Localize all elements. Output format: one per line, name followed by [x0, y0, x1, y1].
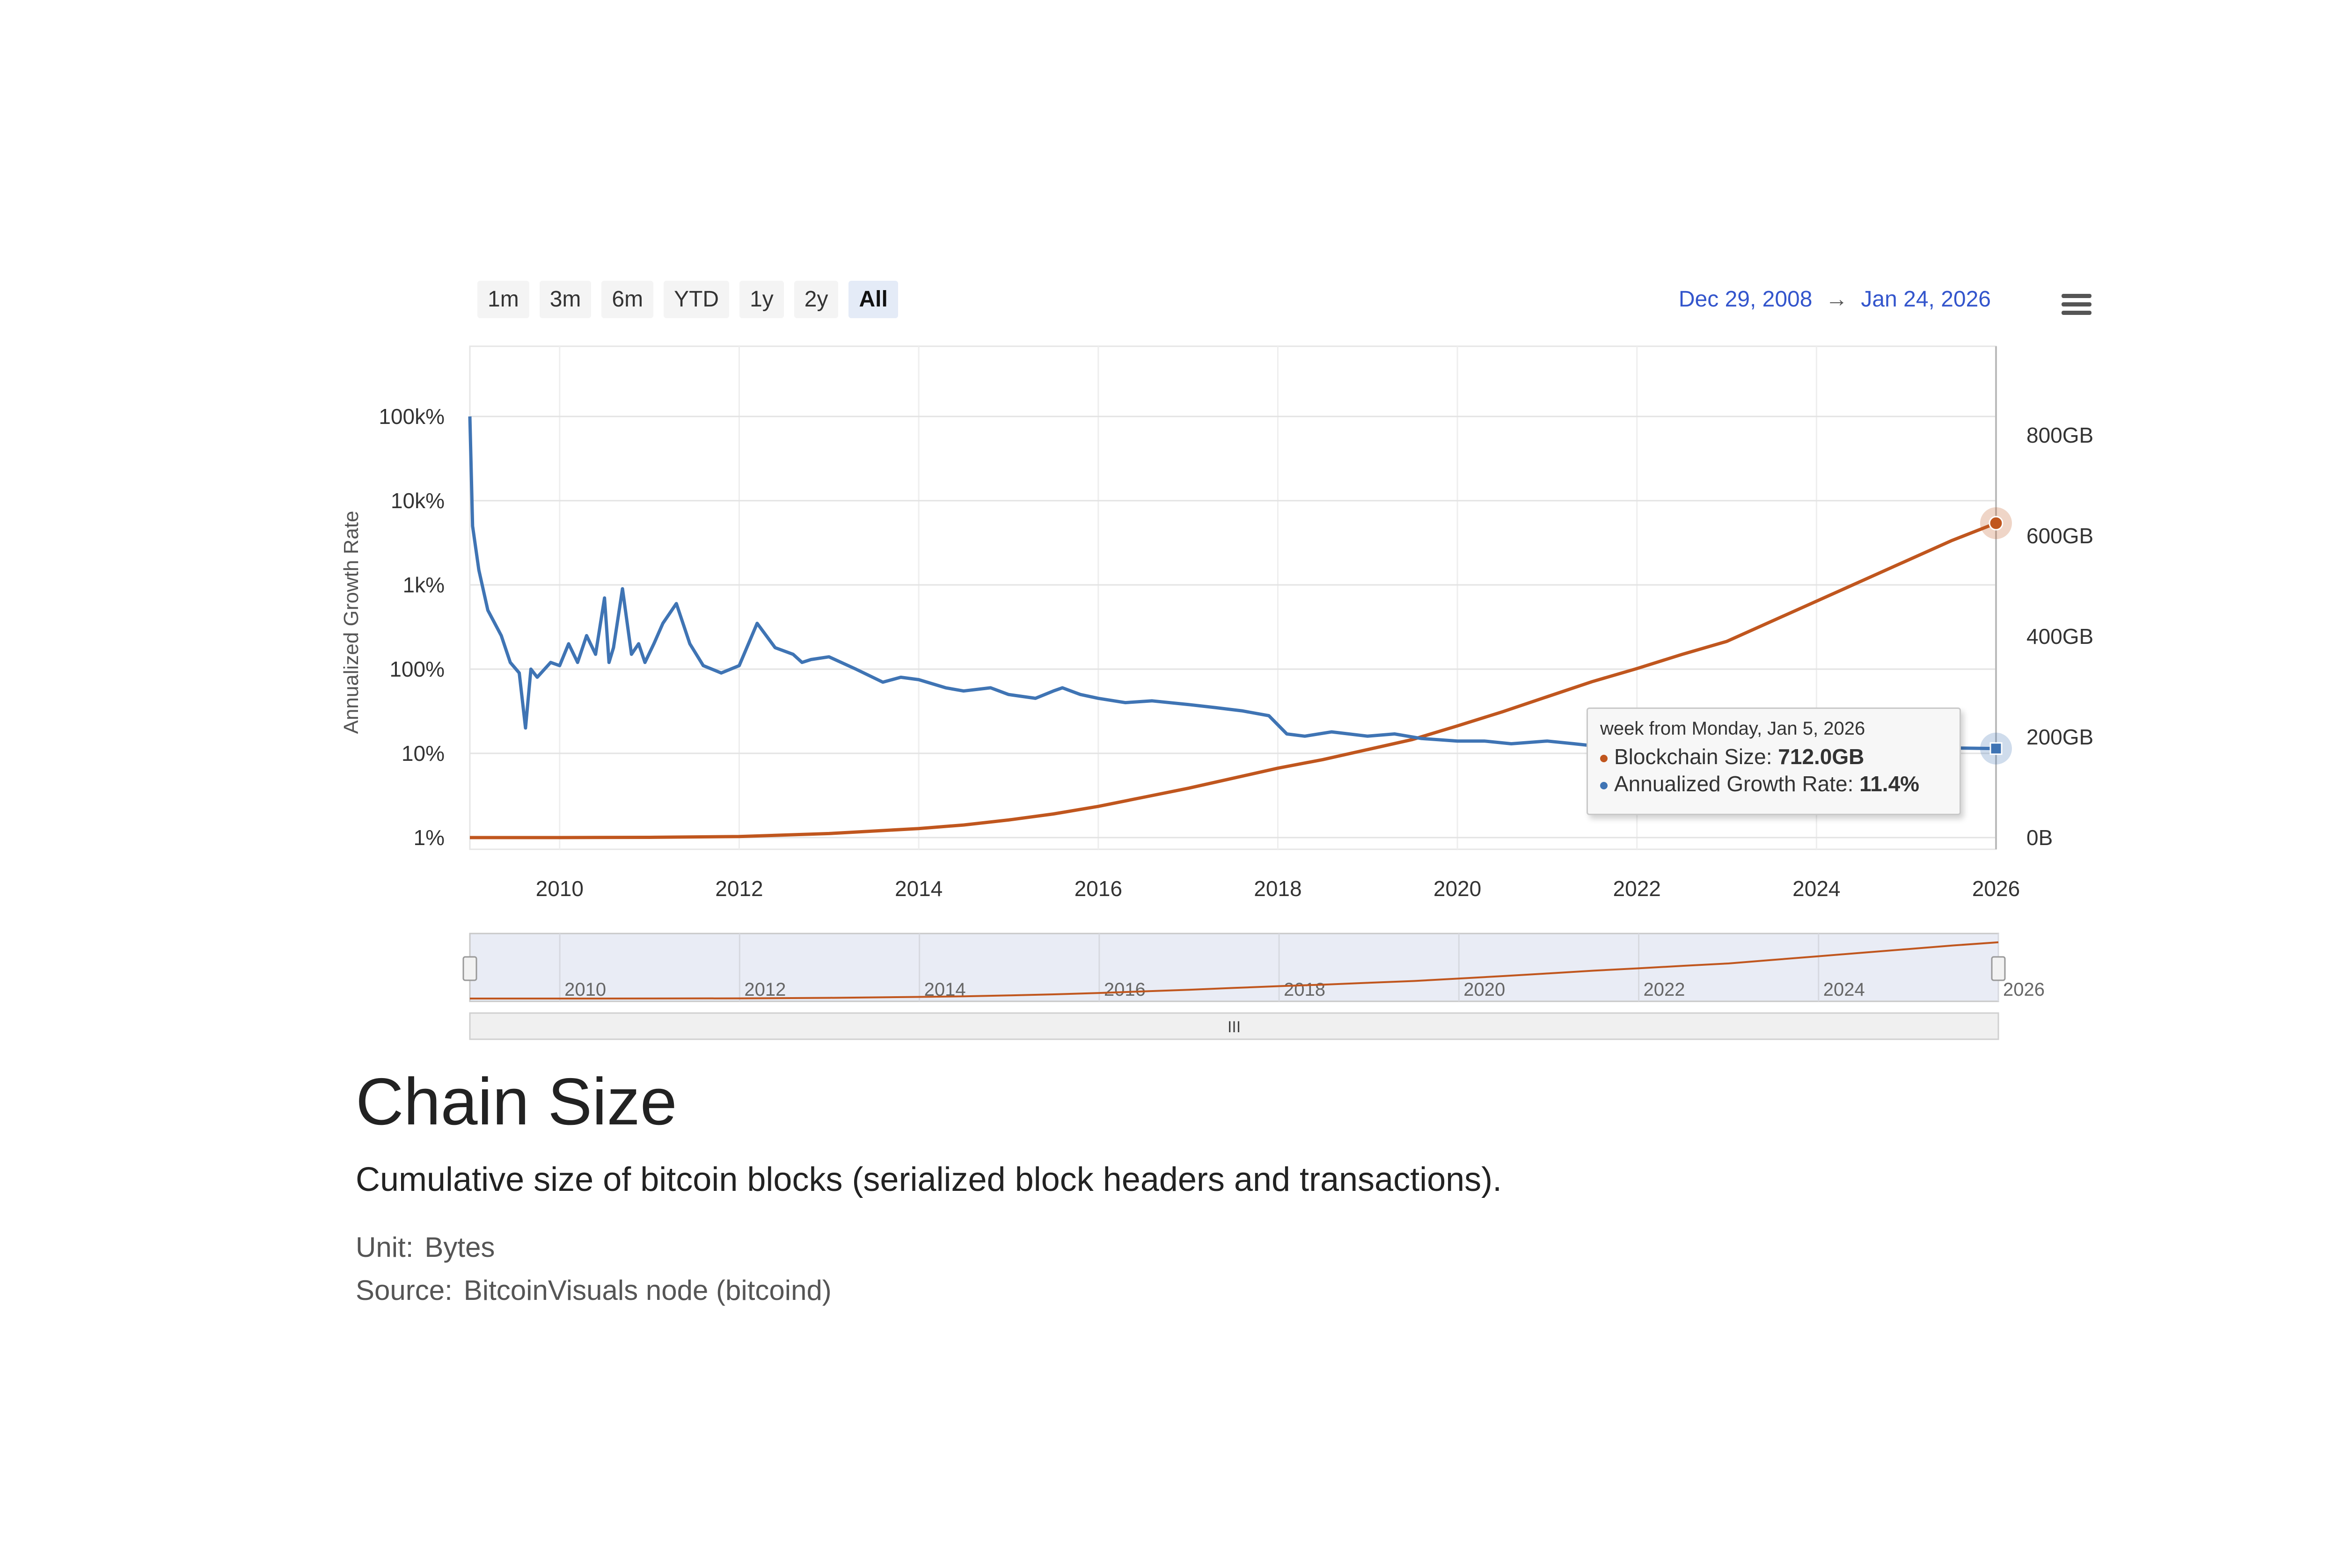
scrollbar-grip-icon: III: [1228, 1018, 1241, 1036]
x-tick-label: 2024: [1792, 876, 1840, 901]
hamburger-menu-icon[interactable]: [2062, 294, 2091, 317]
y-left-tick-label: 100k%: [379, 404, 445, 429]
x-tick-label: 2016: [1075, 876, 1122, 901]
unit-line: Unit: Bytes: [356, 1226, 1502, 1269]
y-right-tick-label: 600GB: [2026, 524, 2093, 548]
navigator-tick-label: 2016: [1104, 979, 1146, 1000]
date-range-to[interactable]: Jan 24, 2026: [1861, 287, 1991, 312]
y-left-axis-label: Annualized Growth Rate: [340, 511, 363, 734]
y-right-tick-label: 0B: [2026, 825, 2053, 850]
y-left-tick-label: 1%: [414, 825, 445, 850]
chart-container: 1m 3m 6m YTD 1y 2y All Dec 29, 2008 → Jan 24, …: [340, 281, 2093, 1040]
page-title: Chain Size: [356, 1065, 677, 1139]
x-tick-label: 2026: [1972, 876, 2020, 901]
growth-series-dot-icon: [1600, 781, 1608, 789]
tooltip-growth-value: 11.4%: [1859, 772, 1920, 796]
x-tick-label: 2014: [895, 876, 943, 901]
range-button-1m[interactable]: 1m: [477, 281, 529, 318]
navigator-tick-label: 2018: [1284, 979, 1325, 1000]
y-right-tick-label: 400GB: [2026, 624, 2093, 649]
navigator-tick-label: 2024: [1823, 979, 1865, 1000]
unit-key: Unit:: [356, 1232, 414, 1263]
series-line-annualized-growth-rate: [468, 416, 1996, 751]
tooltip-size-value: 712.0GB: [1778, 744, 1865, 769]
navigator-tick-label: 2010: [564, 979, 606, 1000]
x-tick-label: 2018: [1254, 876, 1302, 901]
range-button-1y[interactable]: 1y: [739, 281, 784, 318]
chart-plot: 2010 2012 2014 2016 2018 2020 2022 2024 2026 1% 10…: [340, 345, 2093, 1040]
source-key: Source:: [356, 1275, 453, 1306]
y-left-tick-label: 1k%: [403, 573, 445, 597]
x-tick-label: 2010: [536, 876, 584, 901]
tooltip-growth-label: Annualized Growth Rate:: [1614, 772, 1860, 796]
chart-meta: Unit: Bytes Source: BitcoinVisuals node (b…: [356, 1226, 1502, 1312]
navigator-scrollbar[interactable]: [469, 1012, 1999, 1040]
source-value: BitcoinVisuals node (bitcoind): [463, 1275, 832, 1306]
growth-highlight-point: [1989, 742, 2003, 755]
navigator-series-line: [470, 941, 1999, 999]
range-button-6m[interactable]: 6m: [601, 281, 654, 318]
y-left-tick-label: 100%: [389, 657, 445, 681]
navigator-tick-label: 2020: [1463, 979, 1505, 1000]
navigator-panel: [469, 933, 1999, 1002]
navigator-tick-label: 2022: [1644, 979, 1685, 1000]
date-range-arrow: →: [1825, 287, 1848, 312]
size-series-dot-icon: [1600, 754, 1608, 762]
range-button-ytd[interactable]: YTD: [664, 281, 730, 318]
range-button-2y[interactable]: 2y: [794, 281, 839, 318]
size-highlight-point: [1989, 516, 2004, 531]
x-tick-label: 2022: [1613, 876, 1661, 901]
source-line: Source: BitcoinVisuals node (bitcoind): [356, 1269, 1502, 1312]
y-right-tick-label: 200GB: [2026, 725, 2093, 749]
navigator-tick-label: 2012: [744, 979, 786, 1000]
y-left-tick-label: 10k%: [391, 489, 445, 513]
date-range-display: Dec 29, 2008 → Jan 24, 2026: [1679, 286, 1991, 312]
navigator-tick-label: 2026: [2003, 979, 2045, 1000]
series-line-blockchain-size: [470, 521, 1997, 839]
date-range-from[interactable]: Dec 29, 2008: [1678, 287, 1813, 312]
y-right-tick-label: 800GB: [2026, 423, 2093, 447]
x-tick-label: 2020: [1433, 876, 1481, 901]
chart-tooltip: week from Monday, Jan 5, 2026 Blockchain…: [1587, 707, 1961, 815]
navigator-right-handle[interactable]: [1991, 956, 2006, 981]
range-button-3m[interactable]: 3m: [539, 281, 592, 318]
y-left-tick-label: 10%: [402, 741, 445, 766]
tooltip-header: week from Monday, Jan 5, 2026: [1600, 718, 1865, 739]
tooltip-row-growth: Annualized Growth Rate: 11.4%: [1600, 770, 1947, 797]
chart-info: Chain Size Cumulative size of bitcoin bl…: [356, 1062, 1502, 1312]
range-button-all[interactable]: All: [848, 281, 898, 318]
unit-value: Bytes: [424, 1232, 495, 1263]
tooltip-size-label: Blockchain Size:: [1614, 744, 1778, 769]
x-tick-label: 2012: [715, 876, 763, 901]
navigator-left-handle[interactable]: [462, 956, 477, 981]
range-selector: 1m 3m 6m YTD 1y 2y All: [477, 281, 898, 318]
tooltip-row-size: Blockchain Size: 712.0GB: [1600, 743, 1947, 770]
chart-description: Cumulative size of bitcoin blocks (seria…: [356, 1161, 1502, 1198]
